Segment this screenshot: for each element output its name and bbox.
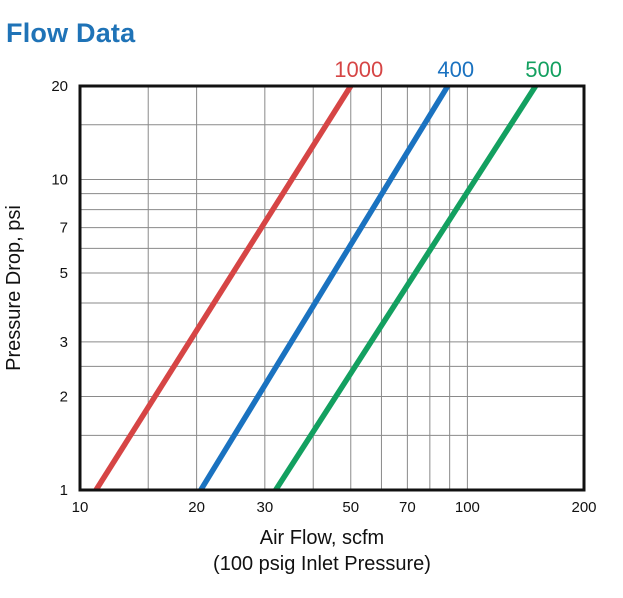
grid: [80, 86, 584, 490]
series-label-400: 400: [437, 57, 474, 82]
series-label-1000: 1000: [334, 57, 383, 82]
x-tick-label: 200: [571, 499, 596, 516]
y-axis-label: Pressure Drop, psi: [3, 205, 25, 371]
x-tick-label: 100: [455, 499, 480, 516]
series-label-500: 500: [525, 57, 562, 82]
x-axis-sublabel: (100 psig Inlet Pressure): [213, 553, 431, 575]
x-tick-label: 20: [188, 499, 205, 516]
series-line-1000: [93, 84, 354, 492]
series-group: [93, 84, 538, 492]
x-tick-label: 10: [72, 499, 89, 516]
plot-frame: [78, 84, 586, 492]
chart-title: Flow Data: [6, 18, 136, 48]
x-ticks: 10 20 30 50 70 100 200: [72, 499, 597, 516]
series-line-500: [273, 84, 538, 492]
y-tick-label: 1: [60, 482, 68, 499]
x-tick-label: 70: [399, 499, 416, 516]
y-tick-label: 20: [51, 78, 68, 95]
x-tick-label: 50: [342, 499, 359, 516]
y-tick-label: 10: [51, 171, 68, 188]
series-line-400: [198, 84, 451, 492]
y-tick-label: 7: [60, 220, 68, 237]
x-axis-label: Air Flow, scfm: [260, 527, 384, 549]
y-tick-label: 5: [60, 265, 68, 282]
y-ticks: 1 2 3 5 7 10 20: [51, 78, 68, 499]
y-tick-label: 3: [60, 334, 68, 351]
series-labels: 1000 400 500: [334, 57, 562, 82]
x-tick-label: 30: [256, 499, 273, 516]
y-tick-label: 2: [60, 389, 68, 406]
